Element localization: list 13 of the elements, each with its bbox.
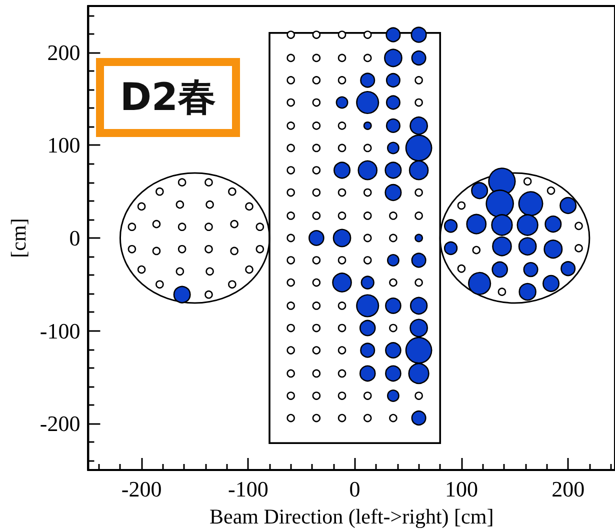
y-tick-label: 200 xyxy=(47,40,80,65)
x-axis-title: Beam Direction (left->right) [cm] xyxy=(210,504,494,528)
y-tick-label: 100 xyxy=(47,132,80,158)
annotation: D2春 xyxy=(96,58,240,137)
y-tick-label: -100 xyxy=(40,318,80,344)
x-tick-label: 0 xyxy=(349,476,360,502)
x-tick-label: 200 xyxy=(552,476,585,502)
y-tick-label: 0 xyxy=(69,226,80,250)
x-tick-label: -100 xyxy=(228,476,268,502)
y-tick-label: -200 xyxy=(40,411,80,436)
x-tick-label: -200 xyxy=(121,476,162,502)
y-axis-title: [cm] xyxy=(6,218,30,258)
x-tick-label: 100 xyxy=(444,476,478,502)
